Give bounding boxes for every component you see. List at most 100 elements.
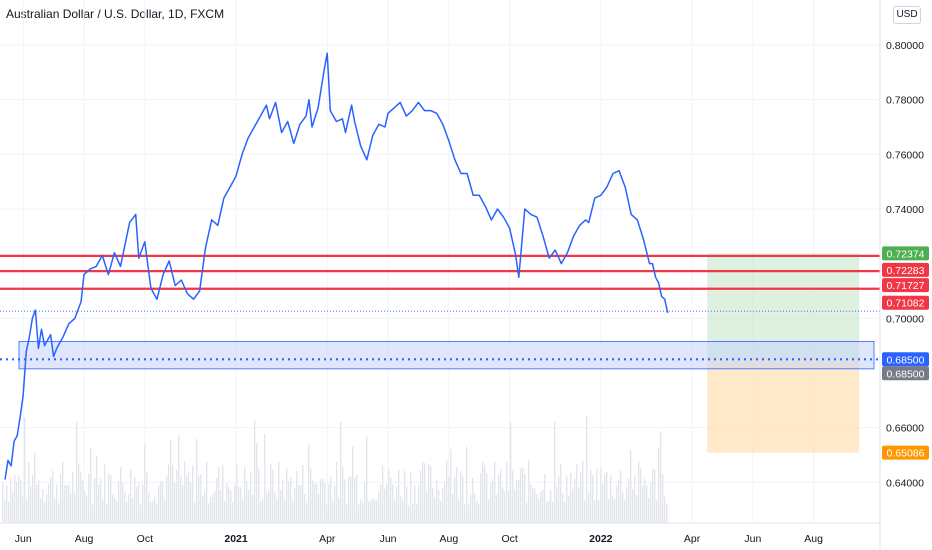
- volume-bar: [632, 488, 634, 523]
- volume-bar: [450, 449, 452, 523]
- volume-bar: [188, 471, 190, 523]
- volume-bar: [360, 499, 362, 523]
- volume-bar: [218, 467, 220, 523]
- volume-bar: [332, 501, 334, 523]
- volume-bar: [416, 504, 418, 523]
- volume-bar: [528, 460, 530, 523]
- volume-bar: [604, 474, 606, 523]
- y-tick-label: 0.66000: [886, 423, 924, 435]
- volume-bar: [60, 474, 62, 523]
- volume-bar: [488, 499, 490, 523]
- volume-bar: [440, 500, 442, 523]
- volume-bar: [334, 485, 336, 523]
- volume-bar: [126, 502, 128, 523]
- volume-bar: [558, 476, 560, 523]
- volume-bar: [254, 420, 256, 523]
- volume-bar: [146, 472, 148, 523]
- volume-bar: [284, 499, 286, 523]
- volume-bar: [394, 500, 396, 523]
- volume-bar: [90, 447, 92, 523]
- volume-bar: [196, 438, 198, 523]
- volume-bar: [216, 478, 218, 523]
- volume-bar: [524, 474, 526, 523]
- volume-bar: [640, 467, 642, 523]
- volume-bar: [264, 433, 266, 523]
- volume-bar: [492, 478, 494, 523]
- volume-bar: [222, 464, 224, 523]
- price-label-badge: [882, 262, 929, 277]
- volume-bar: [108, 473, 110, 523]
- volume-bar: [390, 477, 392, 523]
- volume-bar: [660, 431, 662, 523]
- volume-bar: [290, 477, 292, 523]
- volume-bar: [542, 489, 544, 523]
- volume-bar: [362, 502, 364, 523]
- volume-bar: [446, 459, 448, 523]
- volume-bar: [70, 493, 72, 523]
- volume-bar: [118, 480, 120, 523]
- volume-bar: [610, 474, 612, 523]
- volume-bar: [22, 497, 24, 523]
- price-label-badge: [882, 366, 929, 381]
- volume-bar: [124, 492, 126, 523]
- volume-bar: [46, 494, 48, 523]
- volume-bar: [136, 486, 138, 523]
- volume-bar: [662, 474, 664, 523]
- volume-bar: [102, 499, 104, 523]
- volume-bar: [504, 490, 506, 523]
- volume-bar: [368, 500, 370, 523]
- volume-bar: [100, 478, 102, 523]
- volume-bar: [186, 475, 188, 523]
- volume-bar: [286, 467, 288, 523]
- price-line: [4, 52, 669, 480]
- price-label-text: 0.72374: [887, 248, 925, 260]
- volume-bar: [2, 482, 4, 523]
- stop-zone: [707, 359, 860, 453]
- volume-bar: [230, 490, 232, 523]
- volume-bar: [6, 485, 8, 523]
- volume-bar: [624, 499, 626, 523]
- x-tick-label: Jun: [15, 533, 32, 545]
- volume-bar: [144, 444, 146, 523]
- volume-bar: [452, 494, 454, 523]
- volume-bar: [278, 461, 280, 523]
- volume-bar: [140, 504, 142, 523]
- volume-bar: [10, 478, 12, 523]
- volume-bar: [622, 491, 624, 523]
- currency-button[interactable]: USD: [893, 6, 921, 24]
- volume-bar: [572, 489, 574, 523]
- volume-bar: [590, 469, 592, 523]
- volume-bar: [224, 501, 226, 523]
- volume-bar: [94, 478, 96, 523]
- volume-bar: [256, 442, 258, 523]
- volume-bar: [36, 484, 38, 523]
- x-tick-label: Jun: [744, 533, 761, 545]
- volume-bar: [52, 470, 54, 523]
- volume-bar: [154, 496, 156, 523]
- volume-bar: [614, 499, 616, 523]
- x-tick-label: Oct: [501, 533, 517, 545]
- volume-bar: [174, 482, 176, 523]
- price-label-badge: [882, 445, 929, 460]
- volume-bar: [168, 464, 170, 523]
- volume-bar: [538, 498, 540, 523]
- volume-bar: [76, 421, 78, 523]
- volume-bar: [18, 474, 20, 523]
- volume-bar: [380, 484, 382, 523]
- volume-bar: [630, 449, 632, 523]
- price-label-badge: [882, 352, 929, 367]
- volume-bar: [104, 464, 106, 523]
- volume-bar: [274, 492, 276, 523]
- volume-bar: [344, 479, 346, 523]
- volume-bar: [592, 475, 594, 523]
- volume-bar: [92, 504, 94, 523]
- volume-bar: [474, 493, 476, 523]
- volume-bar: [210, 496, 212, 523]
- volume-bar: [82, 480, 84, 523]
- volume-bar: [400, 495, 402, 523]
- volume-bar: [396, 486, 398, 523]
- volume-bar: [198, 475, 200, 523]
- volume-bar: [526, 503, 528, 523]
